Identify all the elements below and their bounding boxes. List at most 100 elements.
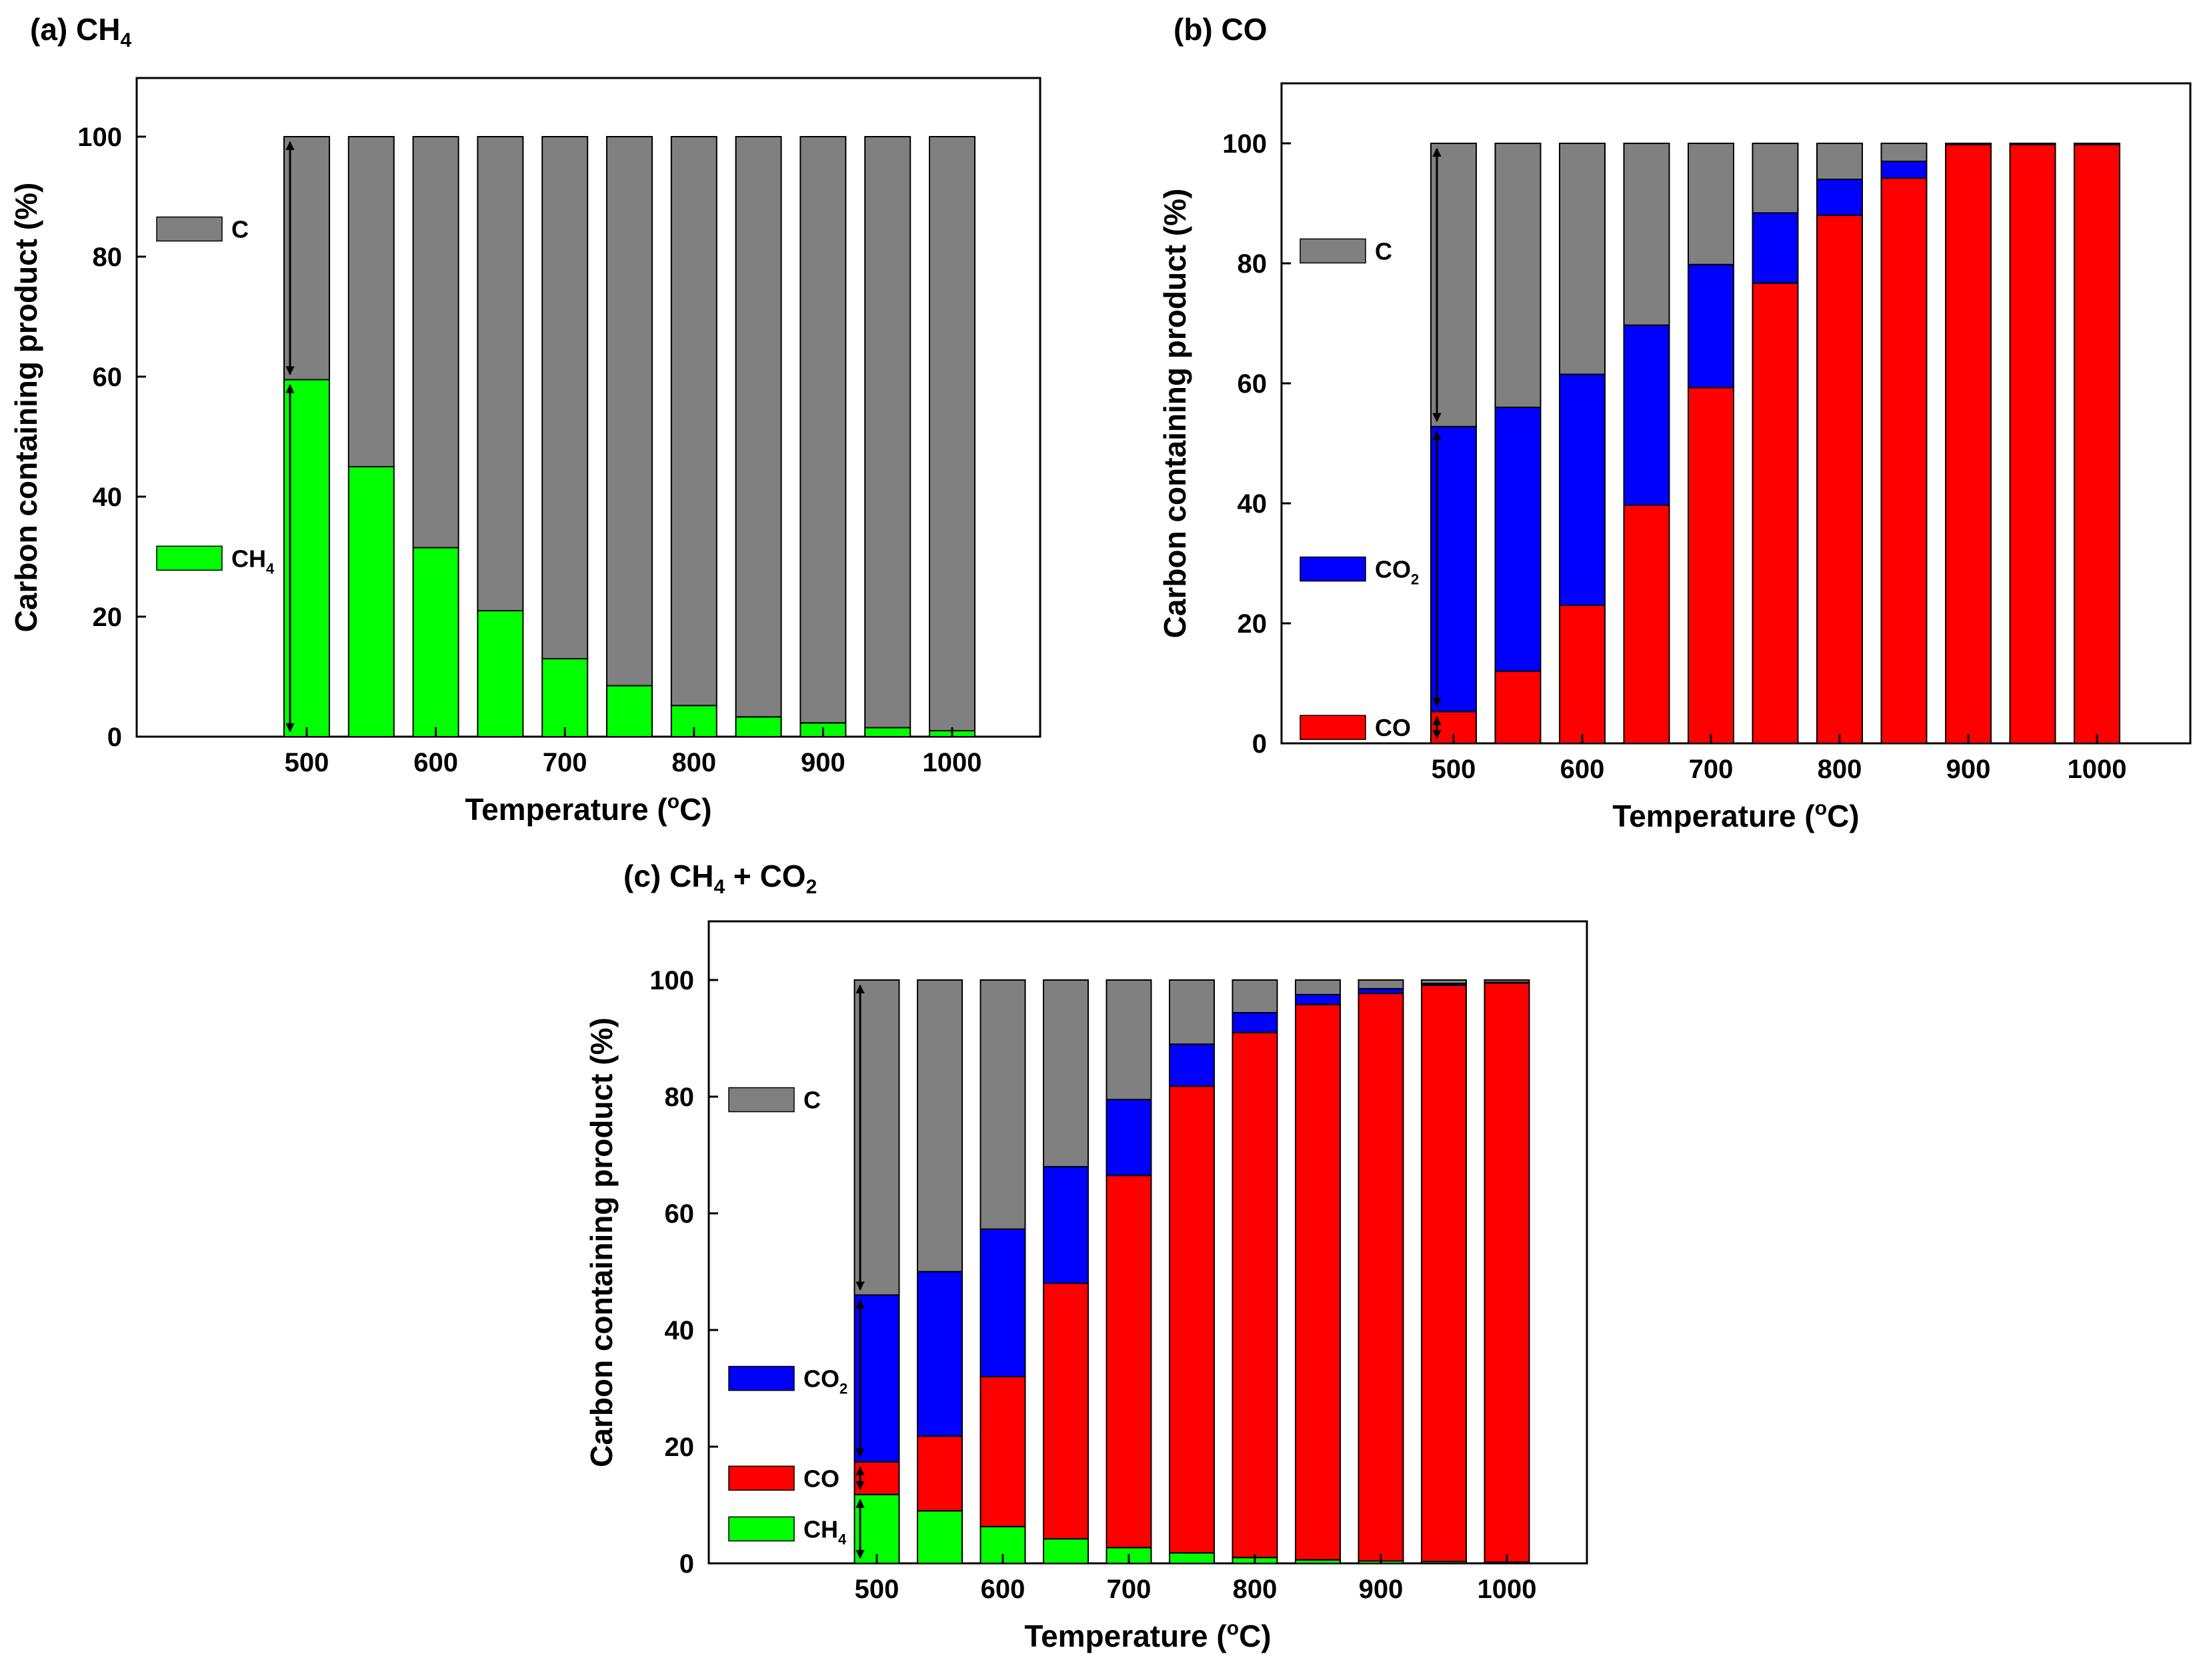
legend-label-sub: 4 bbox=[838, 1531, 847, 1547]
y-tick-label: 60 bbox=[1238, 369, 1268, 399]
legend-label-co2: CO2 bbox=[803, 1365, 847, 1397]
bar-c-800 bbox=[1232, 979, 1278, 1013]
legend-swatch-co2 bbox=[1300, 556, 1366, 582]
x-axis-label-end: C) bbox=[1239, 1619, 1272, 1653]
bar-co-700 bbox=[1106, 1175, 1152, 1549]
plot-frame bbox=[1280, 82, 2192, 745]
bar-ch4-650 bbox=[1043, 1538, 1089, 1564]
legend-label-ch4: CH4 bbox=[231, 545, 275, 577]
bar-co-950 bbox=[2009, 143, 2056, 745]
x-axis-label-end: C) bbox=[679, 792, 712, 827]
x-tick-label: 800 bbox=[671, 748, 716, 777]
y-tick-label: 80 bbox=[93, 243, 123, 272]
legend-label-text: CH bbox=[803, 1515, 838, 1543]
x-tick-label: 700 bbox=[1689, 755, 1734, 784]
bar-co-800 bbox=[1232, 1031, 1278, 1559]
bar-ch4-750 bbox=[606, 685, 653, 737]
x-tick-label: 900 bbox=[1359, 1575, 1404, 1604]
bar-c-950 bbox=[1421, 979, 1467, 985]
y-axis-label: Carbon containing product (%) bbox=[584, 1017, 619, 1467]
legend-label-co2: CO2 bbox=[1375, 556, 1419, 588]
bar-c-900 bbox=[799, 136, 847, 724]
x-tick-label: 500 bbox=[1432, 755, 1476, 784]
panel-title-tail-sub: 2 bbox=[806, 876, 817, 898]
bar-co2-750 bbox=[1169, 1043, 1215, 1087]
bar-co-900 bbox=[1945, 143, 1992, 745]
bar-ch4-500 bbox=[853, 1493, 900, 1564]
bar-co-550 bbox=[917, 1435, 963, 1512]
y-tick-label: 100 bbox=[1222, 129, 1267, 159]
bar-c-650 bbox=[477, 136, 524, 611]
x-tick-label: 600 bbox=[1560, 755, 1605, 784]
bar-c-750 bbox=[1169, 979, 1215, 1045]
bar-co-950 bbox=[1421, 984, 1467, 1563]
degree-symbol: o bbox=[1815, 797, 1827, 819]
bar-co2-850 bbox=[1880, 161, 1928, 179]
bar-ch4-650 bbox=[477, 610, 524, 737]
y-tick-label: 80 bbox=[1238, 249, 1268, 279]
bar-co2-650 bbox=[1043, 1166, 1089, 1284]
bar-c-950 bbox=[2009, 143, 2056, 145]
bar-c-850 bbox=[735, 136, 782, 718]
y-tick-label: 40 bbox=[665, 1316, 695, 1345]
bar-c-850 bbox=[1295, 979, 1341, 995]
x-axis-label-end: C) bbox=[1827, 799, 1860, 833]
bar-ch4-850 bbox=[735, 716, 782, 738]
bar-co2-650 bbox=[1623, 324, 1670, 506]
bar-co2-700 bbox=[1106, 1099, 1152, 1177]
panel-title-text: CO bbox=[1213, 12, 1268, 47]
x-axis-label: Temperature (oC) bbox=[1612, 797, 1859, 833]
bar-co2-850 bbox=[1295, 993, 1341, 1005]
y-tick-label: 0 bbox=[1252, 729, 1267, 759]
bar-c-850 bbox=[1880, 143, 1928, 162]
bar-co2-550 bbox=[1494, 407, 1542, 672]
bar-c-1000 bbox=[1484, 979, 1530, 983]
bar-ch4-550 bbox=[347, 466, 395, 737]
y-tick-label: 60 bbox=[93, 363, 123, 392]
y-tick-label: 100 bbox=[649, 966, 694, 995]
y-tick-label: 40 bbox=[1238, 489, 1268, 519]
panel-label: (b) bbox=[1174, 12, 1213, 47]
bar-c-900 bbox=[1945, 143, 1992, 145]
bar-co-800 bbox=[1816, 215, 1863, 744]
panel-title-text: CH bbox=[67, 12, 120, 47]
bar-co-500 bbox=[853, 1461, 900, 1495]
bar-co-650 bbox=[1623, 504, 1670, 744]
bar-co-600 bbox=[1559, 605, 1606, 744]
bar-co-1000 bbox=[1484, 982, 1530, 1563]
bar-c-600 bbox=[412, 136, 459, 549]
legend-label-co: CO bbox=[1375, 714, 1411, 741]
bar-co2-500 bbox=[853, 1294, 900, 1463]
panel-label: (c) bbox=[623, 859, 661, 893]
panel-title: (b) CO bbox=[1174, 12, 1268, 47]
bar-c-700 bbox=[1106, 979, 1152, 1101]
bar-c-550 bbox=[917, 979, 963, 1273]
x-tick-label: 700 bbox=[543, 748, 587, 777]
bar-c-500 bbox=[853, 979, 900, 1296]
legend-label-c: C bbox=[1375, 237, 1392, 265]
x-tick-label: 900 bbox=[1946, 755, 1991, 784]
panel-title-text: CH bbox=[661, 859, 713, 893]
legend-label-text: CO bbox=[1375, 714, 1411, 741]
bar-c-1000 bbox=[929, 136, 975, 731]
bar-co-550 bbox=[1494, 671, 1542, 744]
legend-label-text: CH bbox=[231, 545, 266, 572]
legend-swatch-ch4 bbox=[156, 545, 223, 571]
bar-ch4-600 bbox=[412, 547, 459, 737]
x-tick-label: 1000 bbox=[1478, 1575, 1537, 1604]
y-tick-label: 60 bbox=[665, 1199, 695, 1229]
bar-c-800 bbox=[1816, 143, 1863, 180]
bar-co2-600 bbox=[1559, 373, 1606, 606]
x-tick-label: 500 bbox=[855, 1575, 899, 1604]
bar-ch4-750 bbox=[1169, 1552, 1215, 1564]
x-axis-label-text: Temperature ( bbox=[465, 792, 667, 827]
bar-co-600 bbox=[979, 1376, 1026, 1527]
bar-co-700 bbox=[1688, 387, 1734, 744]
bar-co2-800 bbox=[1816, 179, 1863, 216]
y-axis-label: Carbon containing product (%) bbox=[1158, 189, 1192, 639]
x-tick-label: 900 bbox=[801, 748, 845, 777]
bar-c-750 bbox=[1752, 143, 1799, 214]
legend-label-text: CO bbox=[1375, 556, 1411, 583]
